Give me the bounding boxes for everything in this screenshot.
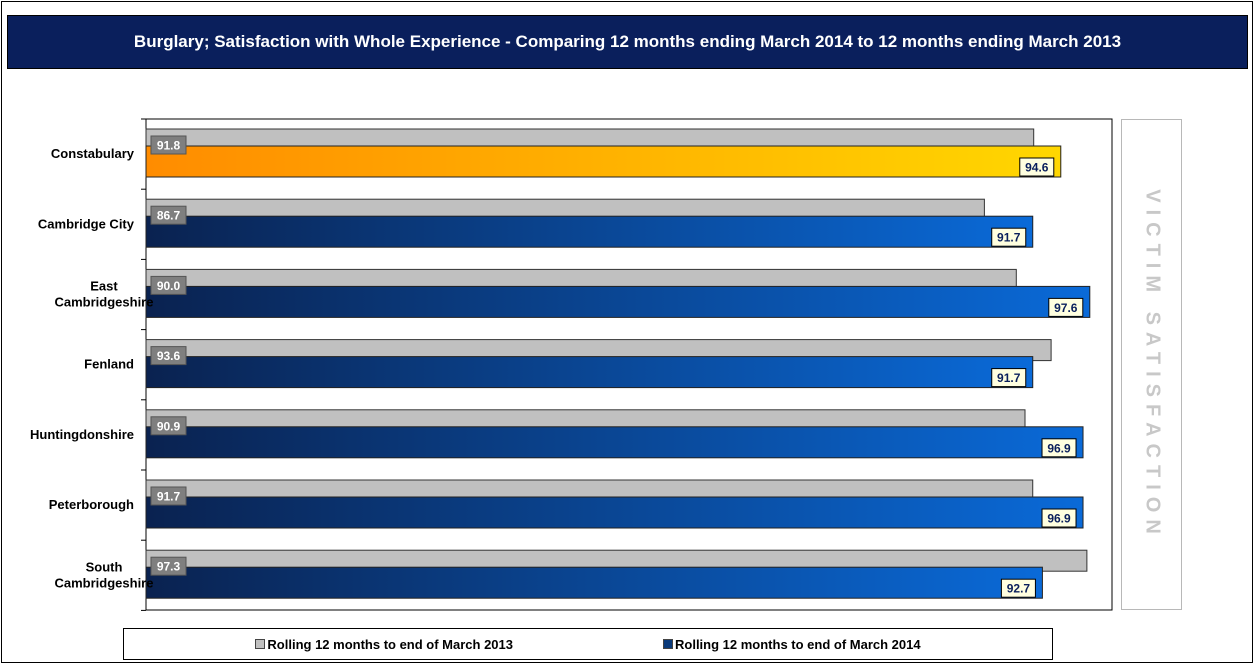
svg-text:97.3: 97.3 [157,560,181,574]
side-label: VICTIM SATISFACTION [1141,188,1163,541]
data-label-2013: 97.3 [150,556,187,576]
data-label-2014: 96.9 [1041,438,1077,458]
bar-2014 [145,496,1084,529]
category-label: Constabulary [51,146,135,161]
svg-text:91.7: 91.7 [997,371,1021,385]
category-label: Fenland [84,357,134,372]
svg-text:91.7: 91.7 [157,490,181,504]
data-label-2014: 94.6 [1019,157,1055,177]
svg-text:90.0: 90.0 [157,279,181,293]
chart-title: Burglary; Satisfaction with Whole Experi… [7,15,1248,69]
svg-text:97.6: 97.6 [1054,301,1078,315]
side-panel: VICTIM SATISFACTION [1121,119,1182,610]
data-label-2013: 90.0 [150,275,187,295]
data-label-2013: 91.7 [150,486,187,506]
bar-2014 [145,215,1034,248]
svg-text:94.6: 94.6 [1025,161,1049,175]
category-label: Huntingdonshire [30,427,134,442]
svg-text:91.7: 91.7 [997,231,1021,245]
legend-swatch-2014 [663,639,673,649]
svg-text:96.9: 96.9 [1047,512,1071,526]
data-label-2014: 96.9 [1041,508,1077,528]
bar-2014 [145,285,1091,318]
svg-text:90.9: 90.9 [157,419,181,433]
svg-text:93.6: 93.6 [157,349,181,363]
svg-text:86.7: 86.7 [157,209,181,223]
legend-swatch-2013 [255,639,266,649]
category-label: East Cambridgeshire [55,279,154,310]
legend-item-2014: Rolling 12 months to end of March 2014 [663,637,921,652]
legend: Rolling 12 months to end of March 2013 R… [123,628,1053,660]
data-label-2014: 91.7 [991,368,1027,388]
data-label-2013: 90.9 [150,416,187,436]
bar-2014 [145,356,1034,389]
data-label-2014: 91.7 [991,227,1027,247]
data-label-2013: 86.7 [150,205,187,225]
data-label-2013: 93.6 [150,346,187,366]
category-label: South Cambridgeshire [55,559,154,590]
data-label-2014: 92.7 [1000,578,1036,598]
svg-text:91.8: 91.8 [157,139,181,153]
legend-item-2013: Rolling 12 months to end of March 2013 [255,637,513,652]
legend-label-2014: Rolling 12 months to end of March 2014 [675,636,921,652]
bar-2014 [145,426,1084,459]
category-label: Cambridge City [38,216,135,231]
bar-2014 [145,566,1043,599]
bar-2014 [145,145,1062,178]
data-label-2013: 91.8 [150,135,187,155]
category-label: Peterborough [49,497,134,512]
svg-text:96.9: 96.9 [1047,441,1071,455]
data-label-2014: 97.6 [1048,297,1084,317]
legend-label-2013: Rolling 12 months to end of March 2013 [267,636,513,652]
svg-text:92.7: 92.7 [1007,582,1031,596]
